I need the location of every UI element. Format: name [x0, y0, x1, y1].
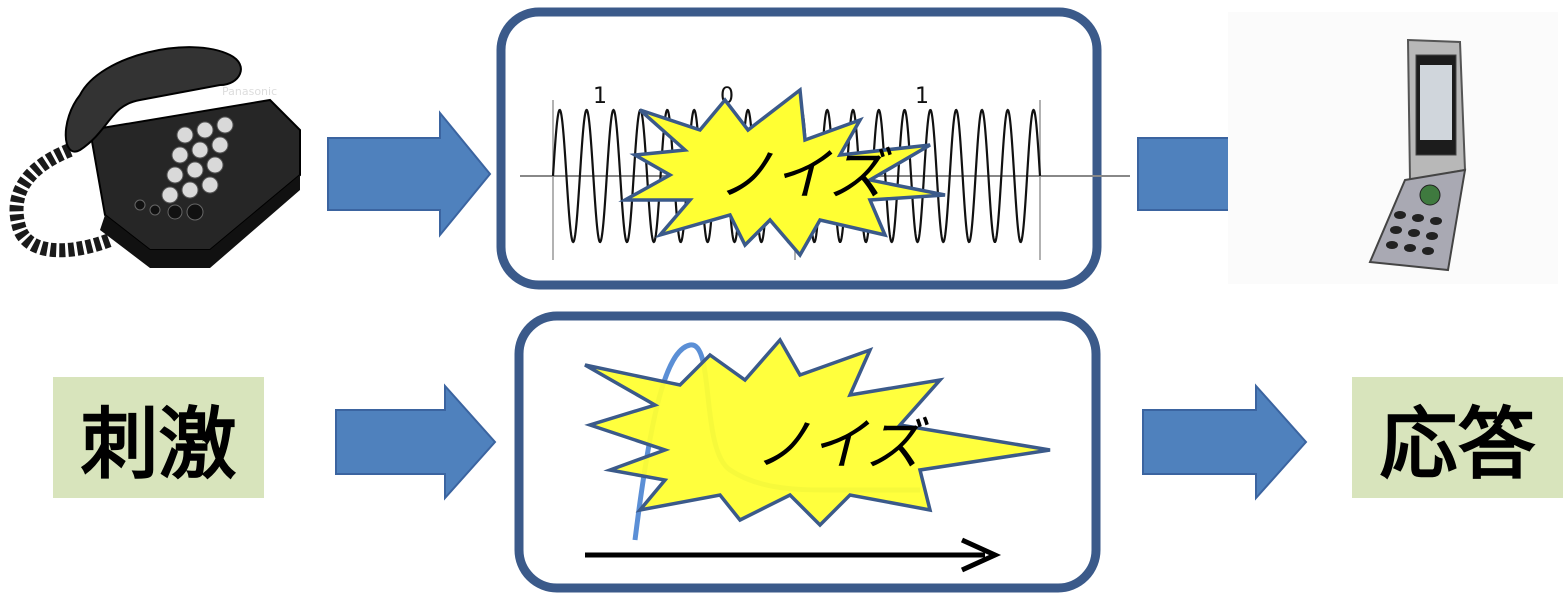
noise-label: ノイズ [718, 143, 892, 208]
flip-phone-icon [1228, 12, 1558, 284]
arrow-right-icon [335, 383, 497, 501]
bit-label: 1 [593, 84, 607, 109]
arrow-right-icon [1142, 383, 1308, 501]
time-axis-arrow [585, 537, 1002, 573]
bit-label: 1 [915, 84, 929, 109]
phone-brand-label: Panasonic [222, 85, 277, 98]
noise-burst-icon [618, 86, 946, 259]
stimulus-label: 刺激 [53, 377, 264, 498]
noise-label: ノイズ [755, 413, 929, 478]
desk-telephone-icon: Panasonic [9, 46, 301, 268]
arrow-right-icon [327, 110, 492, 238]
noise-burst-icon [584, 336, 1051, 528]
response-label: 応答 [1352, 377, 1563, 498]
